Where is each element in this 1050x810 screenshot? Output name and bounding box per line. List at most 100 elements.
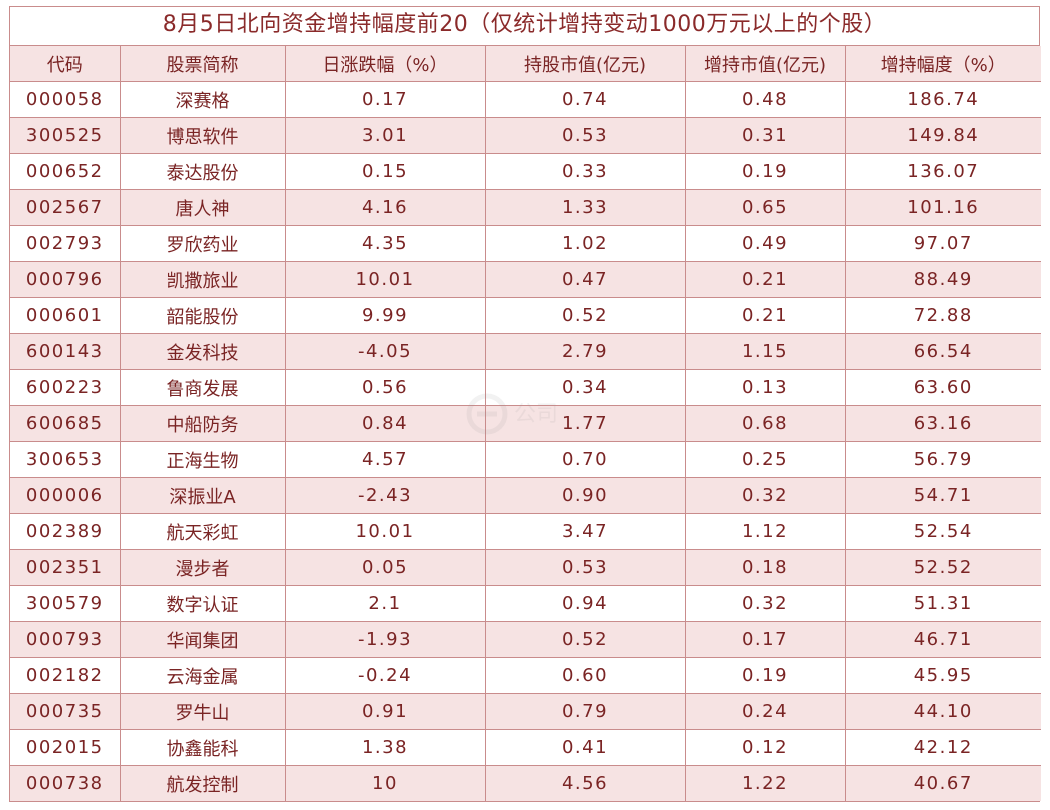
cell-daily-change: -2.43 [284, 477, 486, 514]
cell-daily-change: -4.05 [284, 333, 486, 370]
cell-name: 深振业A [119, 477, 286, 514]
cell-increase-value: 0.65 [684, 189, 846, 226]
cell-daily-change: 10.01 [284, 261, 486, 298]
cell-increase-pct: 186.74 [844, 81, 1041, 118]
cell-increase-pct: 54.71 [844, 477, 1041, 514]
cell-code: 000601 [10, 297, 121, 334]
data-table: 代码 股票简称 日涨跌幅（%） 持股市值(亿元) 增持市值(亿元) 增持幅度（%… [10, 46, 1041, 801]
cell-holding-value: 0.52 [484, 297, 686, 334]
cell-name: 罗欣药业 [119, 225, 286, 262]
cell-increase-pct: 46.71 [844, 621, 1041, 658]
cell-holding-value: 3.47 [484, 513, 686, 550]
cell-daily-change: 4.16 [284, 189, 486, 226]
cell-daily-change: 2.1 [284, 585, 486, 622]
cell-code: 000738 [10, 765, 121, 801]
cell-increase-value: 0.25 [684, 441, 846, 478]
cell-increase-pct: 52.52 [844, 549, 1041, 586]
cell-increase-value: 0.49 [684, 225, 846, 262]
cell-holding-value: 0.70 [484, 441, 686, 478]
cell-name: 数字认证 [119, 585, 286, 622]
table-row: 000796 凯撒旅业 10.01 0.47 0.21 88.49 [10, 261, 1041, 298]
table-row: 600223 鲁商发展 0.56 0.34 0.13 63.60 [10, 369, 1041, 406]
table-row: 002567 唐人神 4.16 1.33 0.65 101.16 [10, 189, 1041, 226]
cell-increase-pct: 136.07 [844, 153, 1041, 190]
header-increase-value: 增持市值(亿元) [684, 46, 846, 82]
cell-increase-pct: 149.84 [844, 117, 1041, 154]
cell-name: 正海生物 [119, 441, 286, 478]
cell-name: 罗牛山 [119, 693, 286, 730]
cell-increase-value: 0.48 [684, 81, 846, 118]
cell-name: 华闻集团 [119, 621, 286, 658]
table-row: 600143 金发科技 -4.05 2.79 1.15 66.54 [10, 333, 1041, 370]
cell-daily-change: 9.99 [284, 297, 486, 334]
cell-holding-value: 1.33 [484, 189, 686, 226]
cell-name: 韶能股份 [119, 297, 286, 334]
cell-increase-value: 0.19 [684, 153, 846, 190]
cell-increase-value: 0.68 [684, 405, 846, 442]
table-row: 000006 深振业A -2.43 0.90 0.32 54.71 [10, 477, 1041, 514]
cell-code: 000735 [10, 693, 121, 730]
table-row: 002351 漫步者 0.05 0.53 0.18 52.52 [10, 549, 1041, 586]
cell-increase-value: 1.22 [684, 765, 846, 801]
table-row: 002793 罗欣药业 4.35 1.02 0.49 97.07 [10, 225, 1041, 262]
cell-code: 002567 [10, 189, 121, 226]
header-code: 代码 [10, 46, 121, 82]
table-row: 300653 正海生物 4.57 0.70 0.25 56.79 [10, 441, 1041, 478]
cell-daily-change: 1.38 [284, 729, 486, 766]
cell-daily-change: 0.17 [284, 81, 486, 118]
cell-holding-value: 0.90 [484, 477, 686, 514]
cell-holding-value: 0.79 [484, 693, 686, 730]
cell-holding-value: 0.52 [484, 621, 686, 658]
cell-increase-value: 0.21 [684, 261, 846, 298]
header-name: 股票简称 [119, 46, 286, 82]
cell-holding-value: 0.60 [484, 657, 686, 694]
table-row: 000601 韶能股份 9.99 0.52 0.21 72.88 [10, 297, 1041, 334]
table-row: 000738 航发控制 10 4.56 1.22 40.67 [10, 765, 1041, 801]
cell-daily-change: 10.01 [284, 513, 486, 550]
cell-daily-change: 0.91 [284, 693, 486, 730]
cell-increase-value: 0.21 [684, 297, 846, 334]
cell-daily-change: 0.15 [284, 153, 486, 190]
cell-holding-value: 1.02 [484, 225, 686, 262]
cell-increase-value: 0.32 [684, 477, 846, 514]
cell-increase-value: 1.15 [684, 333, 846, 370]
cell-holding-value: 2.79 [484, 333, 686, 370]
cell-increase-pct: 45.95 [844, 657, 1041, 694]
cell-daily-change: 0.56 [284, 369, 486, 406]
table-frame: 8月5日北向资金增持幅度前20（仅统计增持变动1000万元以上的个股） 代码 股… [9, 6, 1041, 802]
table-title: 8月5日北向资金增持幅度前20（仅统计增持变动1000万元以上的个股） [10, 7, 1039, 46]
cell-name: 协鑫能科 [119, 729, 286, 766]
header-increase-pct: 增持幅度（%） [844, 46, 1041, 82]
cell-code: 002015 [10, 729, 121, 766]
cell-code: 002351 [10, 549, 121, 586]
table-row: 000735 罗牛山 0.91 0.79 0.24 44.10 [10, 693, 1041, 730]
cell-increase-value: 0.18 [684, 549, 846, 586]
cell-code: 000058 [10, 81, 121, 118]
header-row: 代码 股票简称 日涨跌幅（%） 持股市值(亿元) 增持市值(亿元) 增持幅度（%… [10, 46, 1041, 82]
cell-increase-value: 0.17 [684, 621, 846, 658]
cell-increase-value: 1.12 [684, 513, 846, 550]
cell-increase-pct: 44.10 [844, 693, 1041, 730]
cell-code: 000793 [10, 621, 121, 658]
cell-name: 中船防务 [119, 405, 286, 442]
cell-code: 000006 [10, 477, 121, 514]
cell-increase-value: 0.24 [684, 693, 846, 730]
cell-holding-value: 0.94 [484, 585, 686, 622]
cell-code: 600223 [10, 369, 121, 406]
header-daily-change: 日涨跌幅（%） [284, 46, 486, 82]
cell-increase-value: 0.19 [684, 657, 846, 694]
cell-increase-pct: 101.16 [844, 189, 1041, 226]
cell-code: 600685 [10, 405, 121, 442]
cell-name: 漫步者 [119, 549, 286, 586]
cell-code: 000652 [10, 153, 121, 190]
cell-increase-pct: 63.16 [844, 405, 1041, 442]
cell-daily-change: 0.05 [284, 549, 486, 586]
cell-code: 300525 [10, 117, 121, 154]
cell-holding-value: 0.74 [484, 81, 686, 118]
cell-code: 002389 [10, 513, 121, 550]
table-row: 002389 航天彩虹 10.01 3.47 1.12 52.54 [10, 513, 1041, 550]
table-row: 000652 泰达股份 0.15 0.33 0.19 136.07 [10, 153, 1041, 190]
cell-name: 航天彩虹 [119, 513, 286, 550]
cell-daily-change: 10 [284, 765, 486, 801]
cell-holding-value: 4.56 [484, 765, 686, 801]
